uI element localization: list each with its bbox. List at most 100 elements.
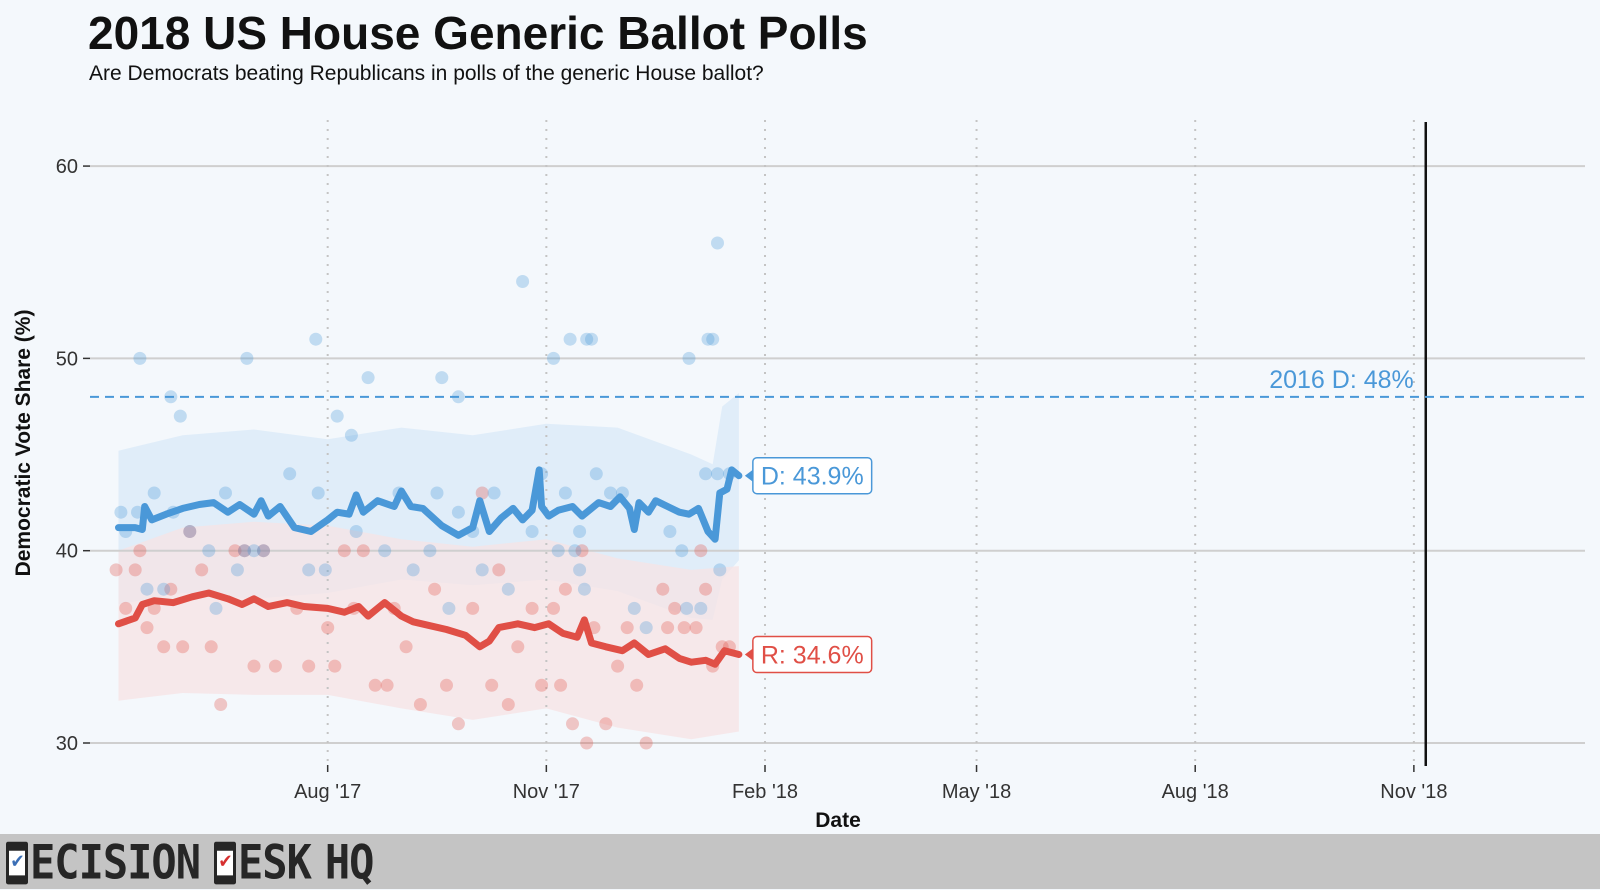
- r-end-label: R: 34.6%: [761, 642, 864, 670]
- d-end-label: D: 43.9%: [761, 463, 864, 491]
- r-poll-point: [656, 582, 670, 596]
- y-axis-title: Democratic Vote Share (%): [12, 310, 35, 577]
- r-poll-point: [368, 678, 382, 692]
- r-poll-point: [580, 736, 594, 750]
- d-poll-point: [230, 563, 244, 577]
- d-poll-point: [183, 525, 197, 538]
- chart-title: 2018 US House Generic Ballot Polls: [88, 7, 868, 59]
- r-poll-point: [599, 717, 613, 731]
- d-poll-point: [558, 486, 572, 500]
- d-poll-point: [430, 486, 444, 500]
- r-poll-point: [558, 582, 572, 596]
- r-poll-point: [547, 601, 560, 615]
- d-poll-point: [711, 236, 724, 250]
- d-poll-point: [133, 351, 147, 365]
- r-poll-point: [466, 601, 480, 615]
- y-tick-label: 60: [56, 156, 78, 178]
- x-tick-label: Feb '18: [732, 781, 798, 803]
- d-poll-point: [164, 390, 178, 404]
- d-poll-point: [547, 351, 560, 365]
- logo-text-3: HQ: [324, 835, 375, 890]
- d-poll-point: [114, 505, 128, 519]
- axes: 30 40 50 60 Aug '17 Nov '17 Feb '18 May '18 Aug …: [56, 156, 1448, 803]
- d-poll-point: [701, 332, 715, 346]
- d-poll-point: [318, 563, 332, 577]
- r-poll-point: [525, 601, 539, 615]
- decision-desk-hq-logo: ✔ ECISION ✔ ESK HQ: [6, 835, 375, 890]
- d-poll-point: [283, 467, 297, 481]
- r-poll-point: [140, 621, 154, 635]
- r-confidence-band: [118, 521, 739, 740]
- chart-plot: 2016 D: 48% D: 43.9% R: 34.6% 30 40 50 60 Aug…: [12, 120, 1585, 832]
- r-poll-point: [451, 717, 465, 731]
- r-trend-line: [115, 589, 743, 668]
- d-poll-point: [551, 544, 565, 558]
- d-poll-point: [713, 563, 727, 577]
- r-poll-point: [428, 582, 442, 596]
- d-poll-point: [577, 582, 591, 596]
- r-poll-point: [677, 621, 691, 635]
- r-end-label-pointer: [744, 648, 753, 661]
- d-poll-point: [663, 525, 677, 538]
- d-poll-point: [378, 544, 392, 558]
- x-axis-title: Date: [815, 809, 861, 832]
- d-poll-point: [238, 544, 251, 558]
- reference-line-label: 2016 D: 48%: [1269, 366, 1414, 394]
- d-poll-point: [604, 486, 617, 500]
- y-tick-label: 50: [56, 348, 78, 370]
- r-poll-point: [321, 621, 335, 635]
- chart-subtitle: Are Democrats beating Republicans in pol…: [89, 62, 764, 85]
- d-poll-point: [451, 390, 465, 404]
- d-poll-point: [140, 582, 154, 596]
- r-poll-point: [157, 640, 171, 654]
- d-poll-point: [240, 351, 254, 365]
- d-poll-point: [451, 505, 465, 519]
- r-poll-point: [668, 601, 682, 615]
- d-poll-point: [573, 563, 587, 577]
- d-poll-point: [173, 409, 187, 423]
- d-poll-point: [475, 563, 489, 577]
- d-poll-point: [442, 601, 456, 615]
- d-poll-point: [682, 351, 696, 365]
- r-poll-point: [440, 678, 453, 692]
- r-poll-point: [228, 544, 242, 558]
- d-poll-point: [573, 525, 587, 538]
- x-tick-label: Nov '17: [513, 781, 580, 803]
- d-poll-point: [247, 544, 261, 558]
- r-poll-point: [492, 563, 506, 577]
- r-poll-point: [620, 621, 634, 635]
- d-poll-point: [699, 467, 713, 481]
- d-poll-point: [706, 332, 720, 346]
- r-poll-point: [109, 563, 123, 577]
- r-poll-point: [413, 698, 427, 711]
- r-poll-point: [639, 736, 653, 750]
- y-tick-label: 30: [56, 733, 78, 755]
- r-poll-point: [183, 525, 197, 538]
- reference-line-group: 2016 D: 48%: [90, 366, 1585, 398]
- r-poll-point: [176, 640, 190, 654]
- d-poll-point: [361, 371, 375, 385]
- d-poll-point: [147, 486, 161, 500]
- r-poll-point: [611, 659, 625, 673]
- d-poll-point: [501, 582, 515, 596]
- grid: [90, 120, 1585, 766]
- r-poll-point: [630, 678, 644, 692]
- d-poll-point: [585, 332, 598, 346]
- d-poll-point: [675, 544, 689, 558]
- y-tick-label: 40: [56, 541, 78, 563]
- r-poll-point: [689, 621, 703, 635]
- r-poll-point: [699, 582, 713, 596]
- r-poll-point: [501, 698, 515, 711]
- d-poll-point: [435, 371, 449, 385]
- r-poll-point: [238, 544, 251, 558]
- d-poll-point: [568, 544, 582, 558]
- d-poll-point: [627, 601, 641, 615]
- r-poll-point: [554, 678, 568, 692]
- d-poll-point: [157, 582, 171, 596]
- d-poll-point: [711, 467, 724, 481]
- r-poll-point: [302, 659, 316, 673]
- r-poll-point: [566, 717, 579, 731]
- d-poll-point: [589, 467, 603, 481]
- d-poll-point: [219, 486, 232, 500]
- r-poll-point: [485, 678, 499, 692]
